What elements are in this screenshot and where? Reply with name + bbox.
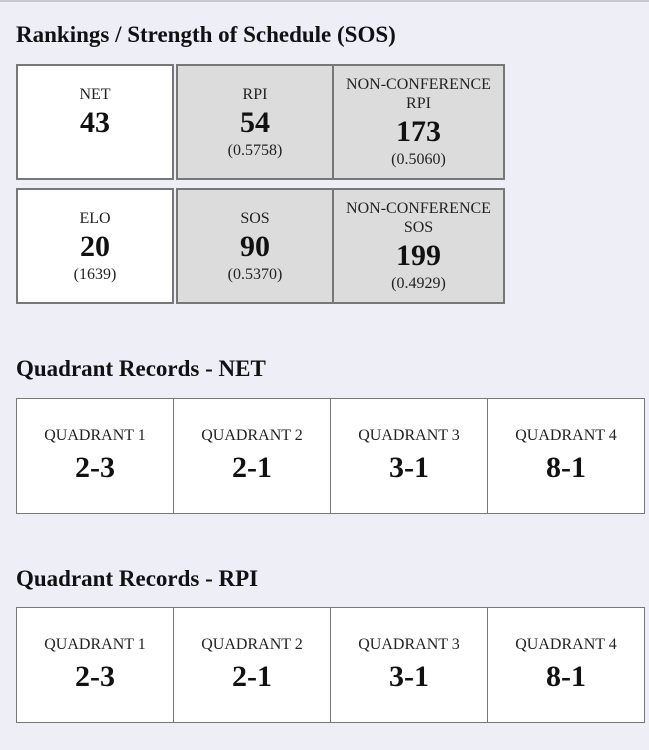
rank-cell-nc-sos: NON-CONFERENCE SOS 199 (0.4929) xyxy=(332,188,505,304)
cell-sub: (0.5370) xyxy=(227,265,283,283)
rank-cell-net: NET 43 xyxy=(16,64,174,180)
quad-record: 3-1 xyxy=(389,659,429,693)
quad-net-title: Quadrant Records - NET xyxy=(16,356,266,381)
cell-value: 54 xyxy=(240,105,270,139)
quad-cell: QUADRANT 4 8-1 xyxy=(488,399,644,513)
quad-cell: QUADRANT 1 2-3 xyxy=(17,399,174,513)
cell-label: NON-CONFERENCE RPI xyxy=(346,76,491,112)
quad-record: 3-1 xyxy=(389,450,429,484)
rank-cell-rpi: RPI 54 (0.5758) xyxy=(176,64,334,180)
quad-rpi-table: QUADRANT 1 2-3 QUADRANT 2 2-1 QUADRANT 3 3-… xyxy=(16,607,645,723)
quad-record: 2-3 xyxy=(75,659,115,693)
cell-value: 90 xyxy=(240,229,270,263)
cell-value: 173 xyxy=(396,115,441,148)
cell-label: ELO xyxy=(79,209,111,227)
rankings-title: Rankings / Strength of Schedule (SOS) xyxy=(16,22,396,47)
quad-cell: QUADRANT 2 2-1 xyxy=(174,608,331,722)
quad-label: QUADRANT 1 xyxy=(44,635,146,653)
quad-label: QUADRANT 4 xyxy=(515,635,617,653)
cell-value: 199 xyxy=(396,239,441,272)
quad-record: 8-1 xyxy=(546,659,586,693)
quad-cell: QUADRANT 2 2-1 xyxy=(174,399,331,513)
quad-cell: QUADRANT 3 3-1 xyxy=(331,608,488,722)
quad-record: 2-1 xyxy=(232,450,272,484)
quad-cell: QUADRANT 3 3-1 xyxy=(331,399,488,513)
quad-record: 8-1 xyxy=(546,450,586,484)
cell-sub: (0.5060) xyxy=(391,151,446,168)
cell-value: 20 xyxy=(80,229,110,263)
cell-label: NET xyxy=(79,85,111,103)
quad-label: QUADRANT 2 xyxy=(201,426,303,444)
quad-record: 2-1 xyxy=(232,659,272,693)
rank-cell-elo: ELO 20 (1639) xyxy=(16,188,174,304)
quad-cell: QUADRANT 1 2-3 xyxy=(17,608,174,722)
quad-label: QUADRANT 2 xyxy=(201,635,303,653)
cell-label: RPI xyxy=(242,85,268,103)
cell-value: 43 xyxy=(80,105,110,139)
quad-label: QUADRANT 3 xyxy=(358,635,460,653)
rank-cell-sos: SOS 90 (0.5370) xyxy=(176,188,334,304)
quad-rpi-title: Quadrant Records - RPI xyxy=(16,566,259,591)
cell-sub xyxy=(93,142,97,160)
cell-label: SOS xyxy=(240,209,270,227)
top-divider xyxy=(0,0,649,2)
cell-sub: (1639) xyxy=(73,265,117,283)
cell-label: NON-CONFERENCE SOS xyxy=(346,200,491,236)
quad-record: 2-3 xyxy=(75,450,115,484)
quad-cell: QUADRANT 4 8-1 xyxy=(488,608,644,722)
quad-label: QUADRANT 4 xyxy=(515,426,617,444)
quad-net-table: QUADRANT 1 2-3 QUADRANT 2 2-1 QUADRANT 3 3-… xyxy=(16,398,645,514)
rank-cell-nc-rpi: NON-CONFERENCE RPI 173 (0.5060) xyxy=(332,64,505,180)
cell-sub: (0.4929) xyxy=(391,275,446,292)
cell-sub: (0.5758) xyxy=(227,141,283,159)
quad-label: QUADRANT 3 xyxy=(358,426,460,444)
quad-label: QUADRANT 1 xyxy=(44,426,146,444)
